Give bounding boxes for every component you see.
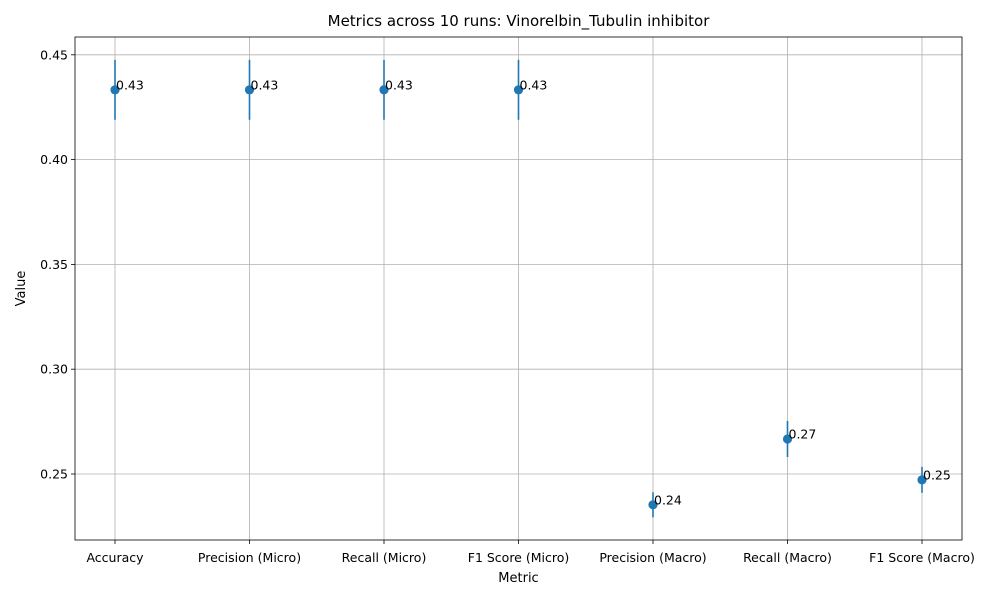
data-label: 0.25 [923, 467, 951, 482]
x-tick-label: F1 Score (Macro) [869, 550, 975, 565]
data-label: 0.43 [251, 77, 279, 92]
series-metrics: 0.43 0.43 0.43 0.43 0.24 0.27 0.25 [110, 59, 951, 518]
data-point [244, 85, 255, 95]
data-label: 0.24 [654, 492, 682, 507]
data-point [379, 85, 389, 95]
plot-area-frame [74, 36, 963, 541]
grid [75, 37, 962, 540]
x-axis-title: Metric [498, 571, 538, 586]
data-point [648, 500, 658, 510]
chart-title: Metrics across 10 runs: Vinorelbin_Tubul… [328, 12, 711, 31]
x-tick-label: Precision (Macro) [599, 550, 706, 565]
x-tick-label: F1 Score (Micro) [468, 550, 570, 565]
data-label: 0.27 [789, 426, 817, 441]
data-label: 0.43 [116, 77, 144, 92]
data-point [782, 434, 793, 444]
y-tick-label: 0.30 [40, 362, 68, 377]
y-tick-label: 0.35 [40, 257, 68, 272]
y-tick-label: 0.40 [40, 152, 68, 167]
x-tick-label: Precision (Micro) [198, 550, 301, 565]
data-point [513, 85, 524, 95]
x-tick-label: Accuracy [86, 550, 144, 565]
y-axis-title: Value [14, 271, 29, 307]
x-tick-label: Recall (Micro) [342, 550, 427, 565]
y-axis-ticks: 0.25 0.30 0.35 0.40 0.45 [40, 47, 75, 481]
data-label: 0.43 [520, 77, 548, 92]
data-point [110, 85, 120, 95]
data-point [917, 475, 927, 485]
data-label: 0.43 [385, 77, 413, 92]
y-tick-label: 0.45 [40, 47, 68, 62]
x-axis-ticks: Accuracy Precision (Micro) Recall (Micro) F… [86, 540, 975, 565]
y-tick-label: 0.25 [40, 466, 68, 481]
x-tick-label: Recall (Macro) [743, 550, 832, 565]
